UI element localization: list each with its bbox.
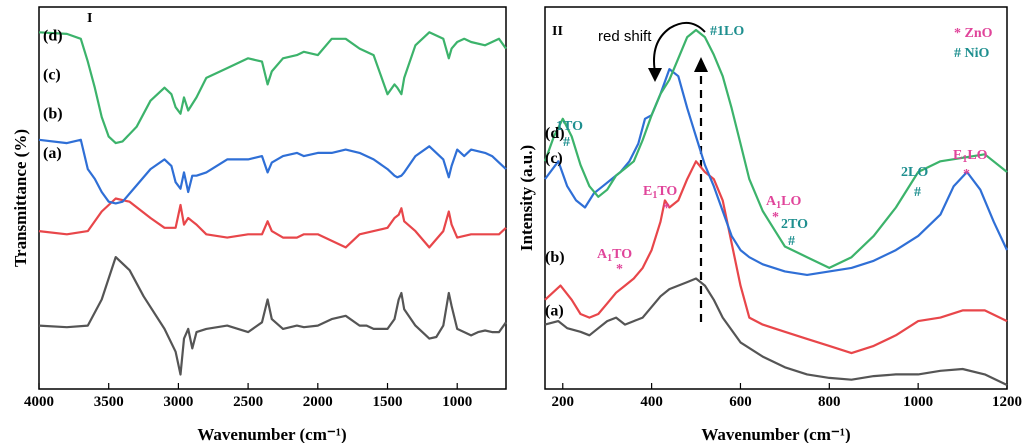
- curve-labels-right: (a) (b) (c) (d): [545, 125, 565, 320]
- x-tick-label: 3000: [163, 394, 193, 410]
- x-tick-label: 800: [818, 394, 841, 410]
- red-shift-label: red shift: [598, 28, 652, 45]
- plot-frame-right: [544, 6, 1008, 390]
- curve-label-b: (b): [545, 249, 565, 266]
- peak-2lo-mark: #: [914, 185, 921, 200]
- x-tick-label: 1000: [903, 394, 933, 410]
- panel-label-left: I: [87, 11, 92, 26]
- peak-1lo-label: #1LO: [710, 24, 744, 39]
- legend-nio: # NiO: [954, 46, 990, 61]
- peak-a1lo-label: A1LO: [766, 194, 801, 211]
- red-shift-arrow: [653, 21, 706, 73]
- peak-2lo-label: 2LO: [901, 165, 928, 180]
- y-axis-label-left: Transmittance (%): [11, 129, 30, 267]
- peak-e1to-label: E1TO: [643, 184, 677, 201]
- x-tick-label: 400: [640, 394, 663, 410]
- series-group-left: [38, 31, 507, 376]
- peak-e1lo-mark: *: [963, 167, 970, 182]
- x-axis-label-left: Wavenumber (cm⁻¹): [197, 425, 346, 443]
- x-tick-label: 3500: [94, 394, 124, 410]
- peak-e1lo-label: E1LO: [953, 148, 988, 165]
- peak-a1to-mark: *: [616, 262, 623, 277]
- x-ticks-right: 200 400 600 800 1000 1200: [552, 383, 1022, 410]
- series-line-c: [544, 67, 1008, 276]
- peak-a1lo-mark: *: [772, 210, 779, 225]
- x-tick-label: 2000: [303, 394, 333, 410]
- plot-frame-left: [38, 6, 507, 390]
- curve-label-c: (c): [43, 67, 61, 84]
- curve-label-a: (a): [545, 302, 564, 319]
- curve-label-b: (b): [43, 106, 63, 123]
- peak-a1to-label: A1TO: [597, 247, 632, 264]
- red-shift-arrowhead: [648, 68, 662, 82]
- series-line-d: [38, 31, 507, 145]
- x-tick-label: 1200: [992, 394, 1022, 410]
- panel-ftir: I Wavenumber (cm⁻¹) Transmittance (%) 40…: [11, 6, 507, 443]
- peak-2to-mark: #: [788, 234, 795, 249]
- curve-label-d: (d): [545, 125, 565, 142]
- peak-1to-mark: #: [563, 135, 570, 150]
- curve-label-d: (d): [43, 28, 63, 45]
- series-line-d: [543, 28, 1008, 269]
- peak-2to-label: 2TO: [781, 217, 808, 232]
- curve-labels-left: (a) (b) (c) (d): [43, 28, 63, 162]
- curve-label-c: (c): [545, 150, 563, 167]
- x-tick-label: 600: [729, 394, 752, 410]
- series-line-b: [544, 160, 1008, 355]
- x-tick-label: 200: [552, 394, 575, 410]
- series-line-b: [38, 197, 507, 249]
- panel-label-right: II: [552, 24, 563, 39]
- series-line-a: [38, 256, 507, 376]
- x-tick-label: 1500: [373, 394, 403, 410]
- peak-1to-label: 1TO: [556, 119, 583, 134]
- x-tick-label: 1000: [442, 394, 472, 410]
- x-tick-label: 4000: [24, 394, 54, 410]
- x-tick-label: 2500: [233, 394, 263, 410]
- y-axis-label-right: Intensity (a.u.): [517, 145, 536, 251]
- curve-label-a: (a): [43, 145, 62, 162]
- series-group-right: [543, 28, 1008, 386]
- panel-raman: II Wavenumber (cm⁻¹) Intensity (a.u.) 20…: [517, 6, 1022, 443]
- peak-e1to-mark: *: [663, 201, 670, 216]
- x-axis-label-right: Wavenumber (cm⁻¹): [701, 425, 850, 443]
- x-ticks-left: 4000 3500 3000 2500 2000 1500 1000: [24, 383, 472, 410]
- legend-zno: * ZnO: [954, 26, 993, 41]
- series-line-a: [544, 277, 1008, 386]
- dashed-arrow-head: [694, 57, 708, 72]
- series-line-c: [38, 138, 507, 205]
